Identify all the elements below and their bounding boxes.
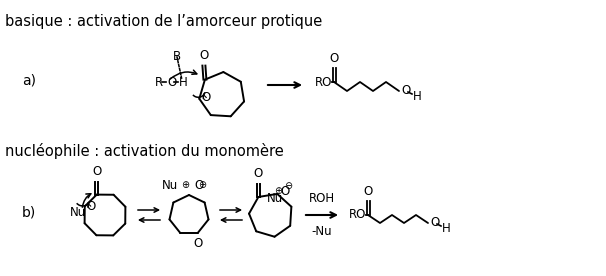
Text: Nu: Nu (70, 206, 86, 219)
Text: O: O (87, 200, 96, 213)
Text: a): a) (22, 73, 36, 87)
Text: ⊖: ⊖ (284, 181, 292, 191)
Text: O: O (330, 52, 339, 65)
Text: b): b) (22, 205, 36, 219)
Text: ⊖: ⊖ (198, 180, 206, 190)
Text: H: H (413, 91, 422, 104)
Text: O: O (201, 91, 210, 104)
Text: O: O (364, 185, 373, 198)
Text: ROH: ROH (309, 192, 335, 205)
Text: O: O (194, 179, 203, 192)
Text: ⊕: ⊕ (181, 180, 189, 190)
Text: Nu: Nu (267, 192, 282, 205)
Text: O: O (280, 185, 290, 198)
Text: O: O (167, 76, 176, 89)
Text: basique : activation de l’amorceur protique: basique : activation de l’amorceur proti… (5, 14, 322, 29)
Text: O: O (401, 84, 410, 97)
Text: ⊕: ⊕ (275, 186, 282, 196)
Text: O: O (254, 167, 263, 180)
Text: R: R (155, 76, 163, 89)
Text: O: O (193, 237, 202, 250)
Text: Nu: Nu (162, 179, 178, 192)
Text: RO: RO (315, 76, 332, 89)
Text: -Nu: -Nu (311, 225, 332, 238)
Text: O: O (430, 216, 439, 229)
Text: B: B (173, 51, 181, 63)
Text: H: H (179, 76, 188, 89)
Text: RO: RO (349, 208, 367, 222)
Text: O: O (92, 164, 101, 177)
Text: O: O (199, 49, 208, 62)
Text: nucléophile : activation du monomère: nucléophile : activation du monomère (5, 143, 284, 159)
Text: H: H (442, 222, 451, 235)
